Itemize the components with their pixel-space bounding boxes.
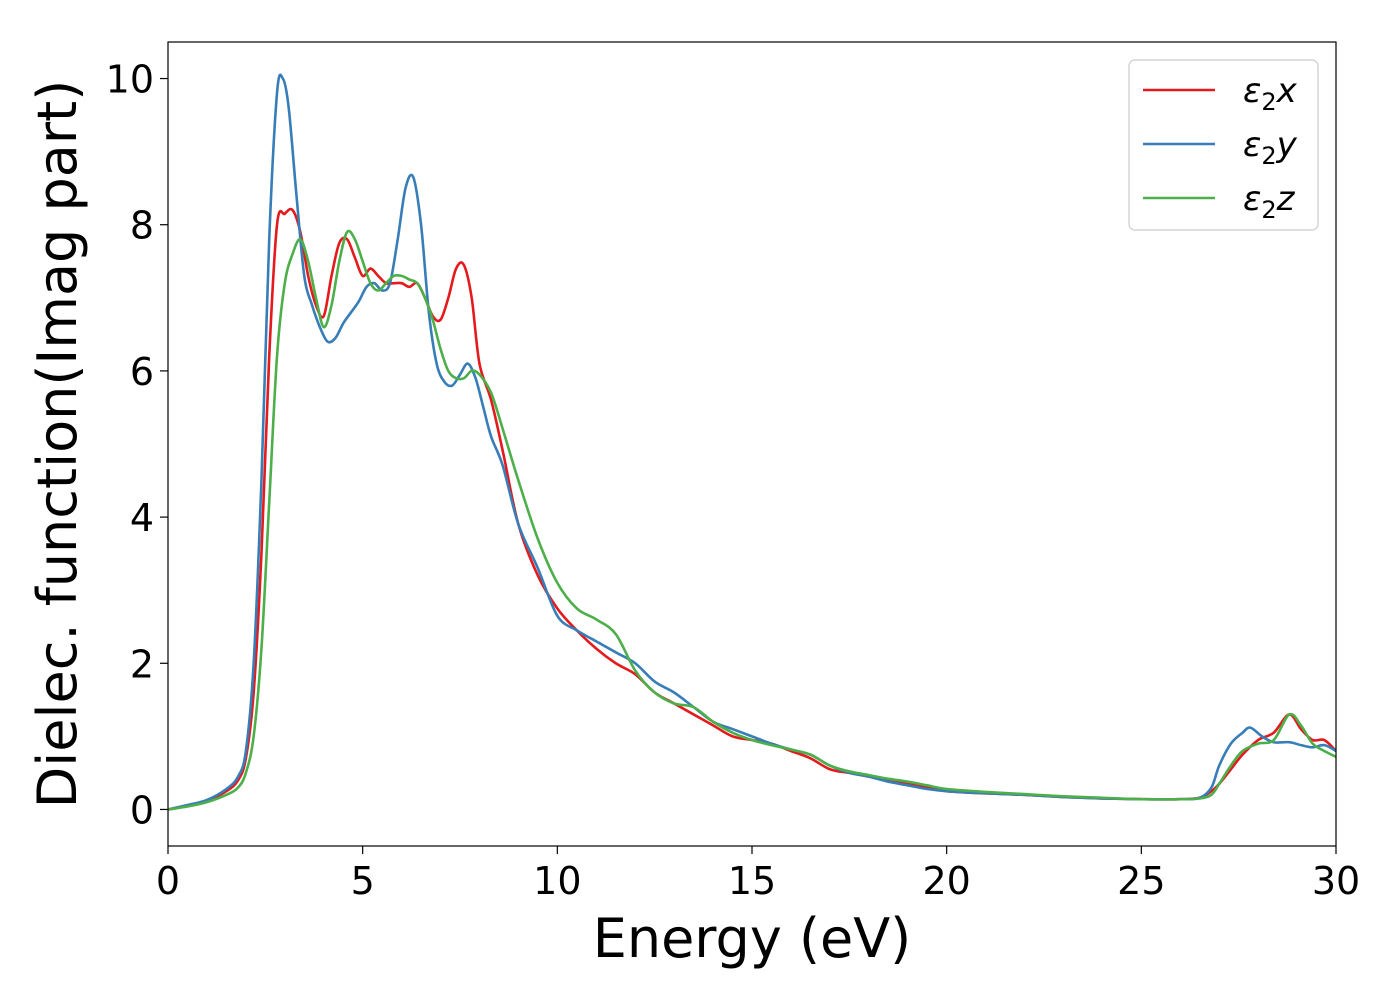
y-axis: 0 2 4 6 8 10 bbox=[106, 58, 168, 832]
legend-label-z: ε2z bbox=[1243, 179, 1296, 224]
x-tick-label: 10 bbox=[533, 859, 581, 903]
y-tick-label: 10 bbox=[106, 58, 154, 102]
x-tick-label: 0 bbox=[156, 859, 180, 903]
x-tick-label: 20 bbox=[922, 859, 970, 903]
legend: ε2x ε2y ε2z bbox=[1128, 59, 1319, 231]
series-line-z bbox=[168, 229, 1336, 811]
y-tick-label: 2 bbox=[130, 642, 154, 686]
x-tick-label: 15 bbox=[728, 859, 776, 903]
y-tick-label: 8 bbox=[130, 204, 154, 248]
x-tick-label: 30 bbox=[1312, 859, 1360, 903]
y-tick-label: 0 bbox=[130, 788, 154, 832]
y-axis-title: Dielec. function(Imag part) bbox=[26, 80, 89, 809]
x-axis: 0 5 10 15 20 25 30 bbox=[156, 846, 1360, 903]
x-tick-label: 5 bbox=[351, 859, 375, 903]
x-tick-label: 25 bbox=[1117, 859, 1165, 903]
legend-box bbox=[1128, 59, 1319, 231]
y-tick-label: 6 bbox=[130, 350, 154, 394]
y-tick-label: 4 bbox=[130, 496, 154, 540]
x-axis-title: Energy (eV) bbox=[593, 907, 912, 970]
series-layer bbox=[168, 73, 1336, 811]
legend-label-x: ε2x bbox=[1243, 71, 1298, 116]
legend-label-y: ε2y bbox=[1243, 125, 1298, 170]
